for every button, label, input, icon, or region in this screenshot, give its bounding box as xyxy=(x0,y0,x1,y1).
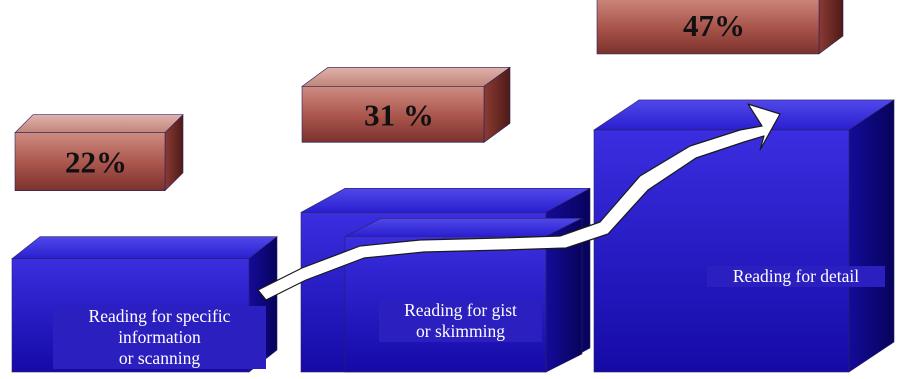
value-label-1: 22% xyxy=(65,145,127,180)
bar-1-top xyxy=(11,236,278,260)
value-label-2: 31 % xyxy=(364,97,434,132)
value-box-3 xyxy=(596,0,844,55)
bar-3 xyxy=(593,99,895,373)
trend-arrow xyxy=(257,103,781,301)
bar-2-front-block-top xyxy=(344,218,583,237)
value-box-2-top xyxy=(301,67,511,87)
value-box-3-front xyxy=(596,0,820,55)
bar-3-front xyxy=(593,129,850,373)
bar-2-top xyxy=(300,188,591,213)
value-box-3-side xyxy=(818,0,844,55)
value-box-1-front xyxy=(14,132,166,191)
value-label-3: 47% xyxy=(683,8,745,43)
value-box-1-top xyxy=(14,114,184,133)
value-box-2-front xyxy=(301,86,485,143)
category-label-1: Reading for specific information or scan… xyxy=(53,306,266,369)
bar-3-top xyxy=(593,99,895,131)
category-label-2: Reading for gist or skimming xyxy=(379,300,542,342)
category-label-3: Reading for detail xyxy=(707,266,885,287)
value-box-1 xyxy=(14,113,184,192)
bar-3-side xyxy=(848,99,895,373)
value-box-2 xyxy=(301,66,511,143)
